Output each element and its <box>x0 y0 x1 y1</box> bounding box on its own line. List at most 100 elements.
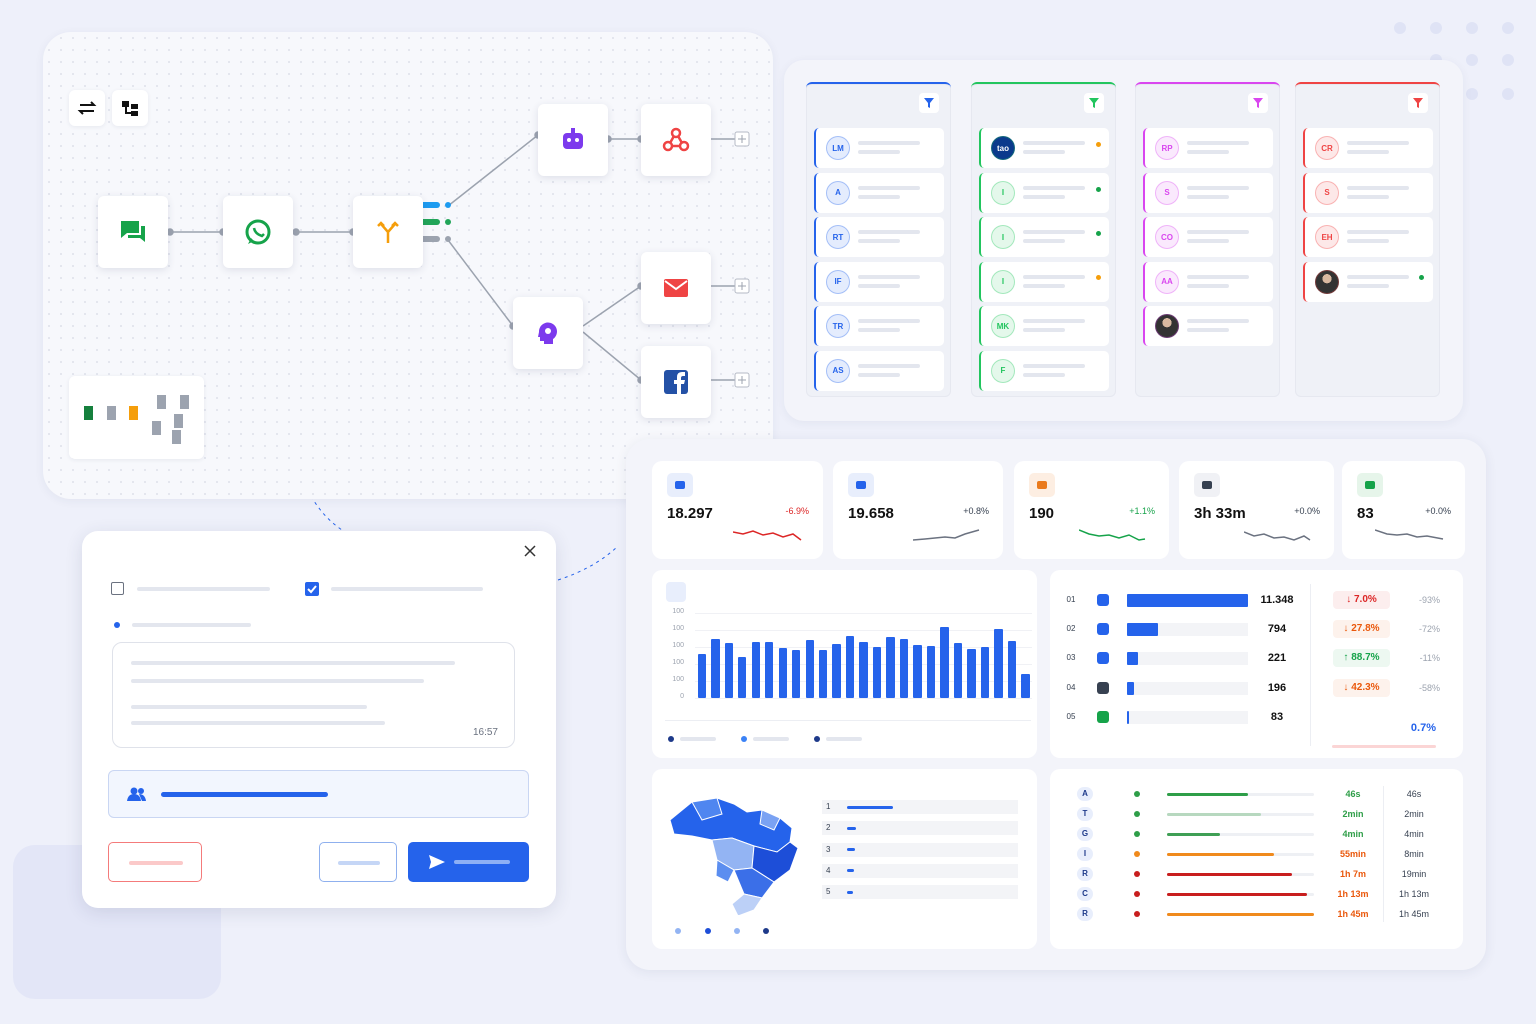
map-legend-dot <box>734 928 740 934</box>
kanban-card[interactable]: AS <box>814 350 944 391</box>
map-list-label: 5 <box>826 887 831 897</box>
checkbox[interactable] <box>111 582 124 595</box>
connector-dashes <box>307 489 619 581</box>
bar <box>926 646 936 698</box>
rank-icon <box>1097 594 1109 606</box>
bar <box>832 643 841 698</box>
agent-badge: R <box>1077 907 1093 921</box>
sparkline-line <box>913 529 980 541</box>
kanban-card[interactable]: RT <box>814 217 944 257</box>
bar <box>805 640 814 698</box>
placeholder <box>1023 141 1085 145</box>
kanban-card[interactable]: S <box>1143 172 1273 213</box>
kpi-change: +0.0% <box>1294 506 1320 516</box>
placeholder <box>1187 319 1249 323</box>
avatar: CO <box>1155 225 1179 249</box>
map-region <box>733 867 775 899</box>
icon <box>538 322 557 344</box>
check-icon <box>307 585 317 594</box>
node-ai[interactable] <box>513 297 583 369</box>
avatar-initials: RT <box>832 232 844 242</box>
icon <box>664 370 688 394</box>
kanban-card[interactable]: EH <box>1303 217 1433 257</box>
kanban-card[interactable]: TR <box>814 306 944 346</box>
kanban-card[interactable]: A <box>814 172 944 213</box>
cancel-button[interactable] <box>108 842 202 882</box>
agent-badge: C <box>1077 887 1093 901</box>
rank-bar <box>1127 594 1248 607</box>
rank-icon <box>1097 623 1109 636</box>
kanban-card[interactable] <box>1303 261 1433 302</box>
node-email[interactable] <box>641 252 711 324</box>
ranking-divider <box>1310 584 1311 746</box>
node-whatsapp[interactable] <box>223 196 293 268</box>
kpi-change: -6.9% <box>785 506 809 516</box>
send-icon <box>429 855 445 869</box>
node-facebook[interactable] <box>641 346 711 418</box>
close-button[interactable] <box>522 543 538 559</box>
toolbar-layout[interactable] <box>112 90 148 126</box>
dot <box>114 622 120 628</box>
placeholder <box>858 283 900 288</box>
kanban-card[interactable]: IF <box>814 261 944 302</box>
placeholder <box>858 372 900 377</box>
y-axis-label: 100 <box>672 659 684 666</box>
grid-line <box>695 630 1032 631</box>
times-divider <box>1383 786 1384 922</box>
kanban-card[interactable]: I <box>979 261 1109 302</box>
toolbar-swap[interactable] <box>69 90 105 126</box>
avatar-initials: I <box>1001 188 1005 197</box>
icon <box>122 101 138 116</box>
avatar: IF <box>826 269 850 294</box>
send-button[interactable] <box>408 842 529 882</box>
rank-number: 03 <box>1066 653 1076 663</box>
assign-field[interactable] <box>108 770 529 818</box>
avatar-initials: LM <box>832 143 844 153</box>
kanban-card[interactable]: RP <box>1143 128 1273 168</box>
rank-number: 02 <box>1066 624 1076 634</box>
placeholder <box>1023 328 1065 332</box>
kanban-card[interactable]: MK <box>979 306 1109 346</box>
sparkline-line <box>1375 529 1444 540</box>
kanban-card[interactable]: CR <box>1303 128 1433 168</box>
kanban-card[interactable]: tao <box>979 128 1109 168</box>
funnel <box>924 98 934 108</box>
funnel <box>1089 98 1099 108</box>
node-split[interactable] <box>353 196 423 268</box>
bar <box>980 647 990 698</box>
node-bot[interactable] <box>538 104 608 176</box>
avatar: I <box>991 180 1015 205</box>
kanban-card[interactable]: I <box>979 172 1109 213</box>
node-webhook[interactable] <box>641 104 711 176</box>
map-region <box>715 859 735 883</box>
funnel <box>1253 98 1263 108</box>
map-list-label: 1 <box>826 802 831 811</box>
kanban-card[interactable]: LM <box>814 128 944 168</box>
kpi-card: 190 +1.1% <box>1014 461 1169 559</box>
avatar: F <box>991 358 1015 383</box>
grid-line <box>695 613 1032 614</box>
kanban-card[interactable]: S <box>1303 172 1433 213</box>
placeholder <box>1347 150 1389 154</box>
bar <box>886 636 895 698</box>
checkbox-checked[interactable] <box>305 582 319 596</box>
placeholder <box>858 319 920 323</box>
placeholder <box>1187 274 1249 279</box>
kanban-card[interactable]: I <box>979 217 1109 257</box>
node-chat[interactable] <box>98 196 168 268</box>
legend-placeholder <box>680 737 716 741</box>
avatar <box>1155 314 1179 338</box>
bar <box>1007 641 1017 698</box>
kanban-card[interactable]: AA <box>1143 261 1273 302</box>
kanban-card[interactable] <box>1143 306 1273 346</box>
kanban-card[interactable]: CO <box>1143 217 1273 257</box>
rank-icon <box>1097 652 1109 665</box>
time-average: 1h 45m <box>1398 909 1430 919</box>
kanban-card[interactable]: F <box>979 350 1109 391</box>
icon <box>662 127 690 152</box>
rank-value: 196 <box>1267 681 1287 694</box>
secondary-button[interactable] <box>319 842 397 882</box>
kpi-icon-mark <box>1202 481 1212 489</box>
kpi-icon-mark <box>675 481 685 489</box>
